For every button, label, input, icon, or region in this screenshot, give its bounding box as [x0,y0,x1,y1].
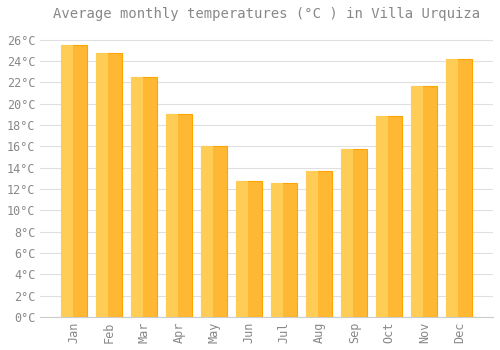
Bar [236,181,262,317]
Bar [341,149,353,317]
Bar [166,114,178,317]
Bar [166,114,192,317]
Bar [411,85,423,317]
Bar [96,52,108,317]
Bar [271,183,297,317]
Bar [96,52,122,317]
Bar [376,117,402,317]
Bar [236,181,248,317]
Bar [201,146,213,317]
Bar [131,77,157,317]
Bar [306,171,332,317]
Title: Average monthly temperatures (°C ) in Villa Urquiza: Average monthly temperatures (°C ) in Vi… [53,7,480,21]
Bar [341,149,367,317]
Bar [201,146,228,317]
Bar [271,183,283,317]
Bar [61,45,72,317]
Bar [446,59,472,317]
Bar [131,77,143,317]
Bar [61,45,87,317]
Bar [376,117,388,317]
Bar [306,171,318,317]
Bar [446,59,458,317]
Bar [411,85,438,317]
